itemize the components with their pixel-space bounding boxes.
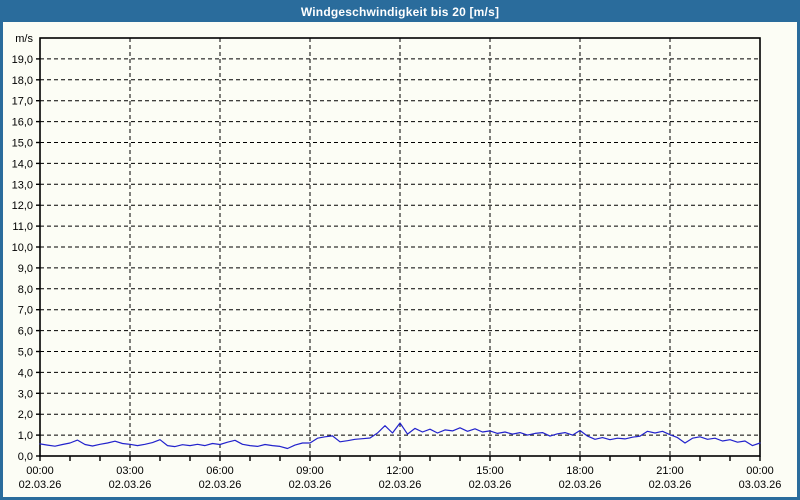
- y-tick-label: 15,0: [12, 138, 33, 150]
- y-tick-label: 2,0: [18, 409, 33, 421]
- y-tick-label: 13,0: [12, 179, 33, 191]
- y-tick-label: 7,0: [18, 305, 33, 317]
- y-tick-label: 8,0: [18, 284, 33, 296]
- x-tick-time-label: 21:00: [656, 465, 684, 477]
- chart-title: Windgeschwindigkeit bis 20 [m/s]: [300, 5, 500, 19]
- wind-speed-line-chart: 0,0 1,0 2,0 3,0 4,0 5,0 6,0 7,0 8,0 9,0 10,0 11,0 12…: [12, 33, 782, 491]
- y-tick-label: 1,0: [18, 430, 33, 442]
- y-tick-label: 16,0: [12, 117, 33, 129]
- x-tick-date-label: 03.03.26: [739, 479, 782, 491]
- x-tick-time-label: 06:00: [206, 465, 234, 477]
- wind-speed-data-line: [39, 422, 761, 450]
- y-tick-label: 18,0: [12, 75, 33, 87]
- y-tick-label: 9,0: [18, 263, 33, 275]
- x-tick-time-label: 03:00: [116, 465, 144, 477]
- horizontal-gridlines: [40, 58, 760, 436]
- x-tick-time-label: 00:00: [746, 465, 774, 477]
- y-axis-unit-label: m/s: [15, 33, 33, 45]
- x-tick-time-label: 00:00: [26, 465, 54, 477]
- y-tick-label: 19,0: [12, 54, 33, 66]
- x-tick-time-label: 18:00: [566, 465, 594, 477]
- x-tick-date-label: 02.03.26: [109, 479, 152, 491]
- x-tick-date-label: 02.03.26: [379, 479, 422, 491]
- chart-area: 0,0 1,0 2,0 3,0 4,0 5,0 6,0 7,0 8,0 9,0 10,0 11,0 12…: [3, 22, 797, 497]
- y-tick-label: 14,0: [12, 158, 33, 170]
- y-axis-labels: 0,0 1,0 2,0 3,0 4,0 5,0 6,0 7,0 8,0 9,0 10,0 11,0 12…: [12, 33, 40, 463]
- y-tick-label: 6,0: [18, 326, 33, 338]
- y-tick-label: 17,0: [12, 96, 33, 108]
- x-tick-date-label: 02.03.26: [469, 479, 512, 491]
- y-tick-label: 5,0: [18, 347, 33, 359]
- x-tick-date-label: 02.03.26: [289, 479, 332, 491]
- x-axis-ticks: [39, 456, 761, 461]
- x-axis-labels: 00:00 02.03.26 03:00 02.03.26 06:00 02.03.26 0…: [19, 465, 782, 491]
- y-tick-label: 11,0: [12, 221, 33, 233]
- x-tick-date-label: 02.03.26: [19, 479, 62, 491]
- x-tick-time-label: 15:00: [476, 465, 504, 477]
- y-tick-label: 3,0: [18, 388, 33, 400]
- y-tick-label: 10,0: [12, 242, 33, 254]
- x-tick-date-label: 02.03.26: [199, 479, 242, 491]
- x-tick-date-label: 02.03.26: [649, 479, 692, 491]
- x-tick-time-label: 12:00: [386, 465, 414, 477]
- y-tick-label: 12,0: [12, 200, 33, 212]
- y-tick-label: 0,0: [18, 451, 33, 463]
- y-tick-label: 4,0: [18, 367, 33, 379]
- x-tick-date-label: 02.03.26: [559, 479, 602, 491]
- x-tick-time-label: 09:00: [296, 465, 324, 477]
- chart-title-bar: Windgeschwindigkeit bis 20 [m/s]: [3, 3, 797, 22]
